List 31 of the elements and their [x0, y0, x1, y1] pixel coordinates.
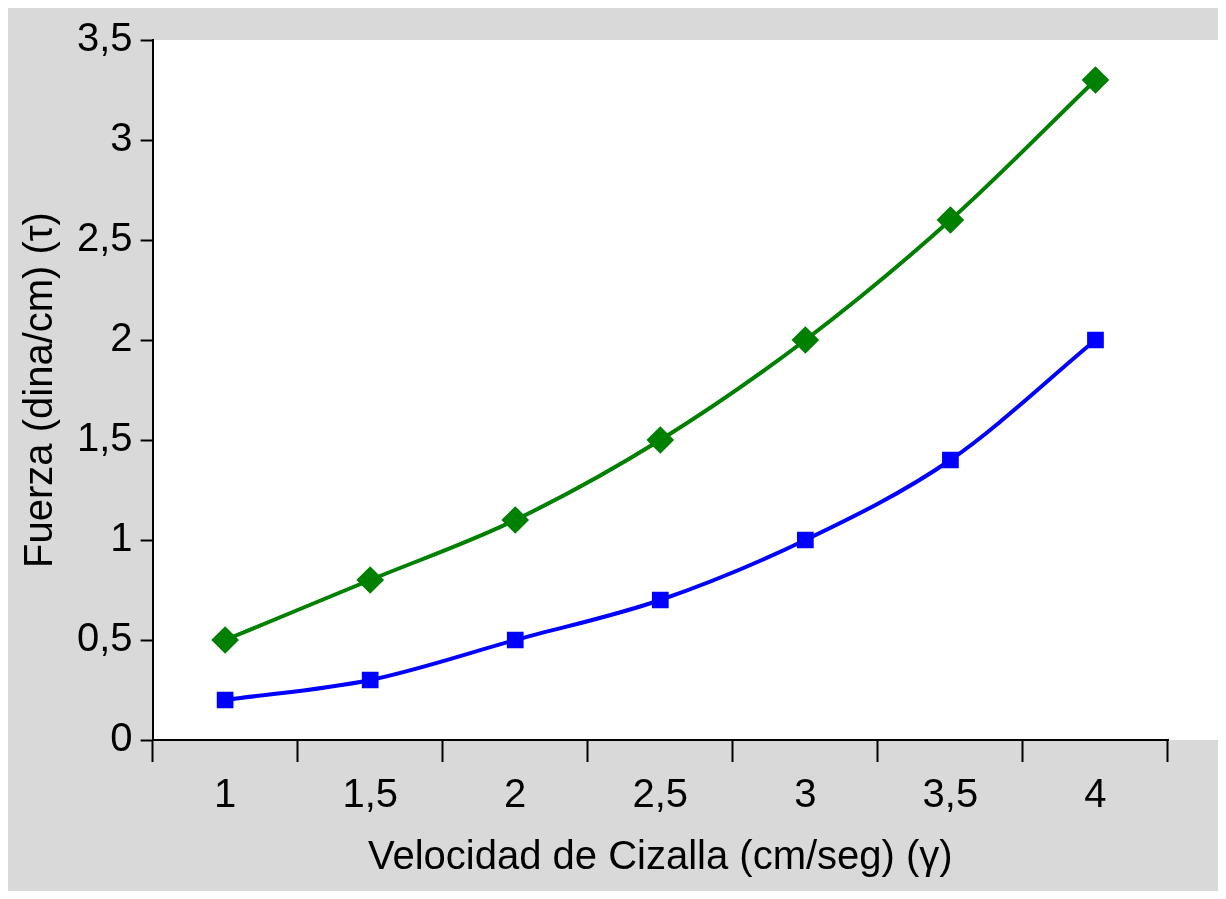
y-tick-label: 0	[110, 715, 133, 760]
point	[942, 451, 959, 469]
y-axis-title: Fuerza (dina/cm) (τ)	[16, 212, 61, 568]
y-tick-label: 3	[110, 115, 133, 160]
point	[506, 631, 524, 649]
point	[361, 671, 379, 689]
point	[651, 591, 669, 609]
point	[792, 327, 819, 353]
point	[216, 691, 234, 709]
x-tick-label: 3,5	[922, 771, 979, 816]
x-tick-label: 2	[504, 771, 527, 816]
point	[937, 207, 964, 233]
x-tick-label: 1	[214, 771, 237, 816]
y-tick-label: 2,5	[77, 215, 133, 260]
point	[357, 567, 384, 593]
y-tick-label: 2	[110, 315, 133, 360]
x-tick-label: 2,5	[632, 771, 689, 816]
point	[797, 531, 814, 549]
point	[212, 627, 239, 653]
y-tick-label: 0,5	[77, 615, 133, 660]
x-axis-title: Velocidad de Cizalla (cm/seg) (γ)	[367, 833, 953, 878]
y-tick-label: 3,5	[77, 15, 133, 60]
x-tick-label: 3	[794, 771, 817, 816]
x-tick-label: 4	[1084, 771, 1107, 816]
x-tick-label: 1,5	[342, 771, 398, 816]
point	[647, 427, 674, 453]
y-tick-label: 1,5	[77, 415, 133, 460]
y-tick-label: 1	[110, 515, 133, 560]
point	[1082, 67, 1109, 93]
point	[1087, 331, 1104, 349]
point	[502, 507, 529, 533]
